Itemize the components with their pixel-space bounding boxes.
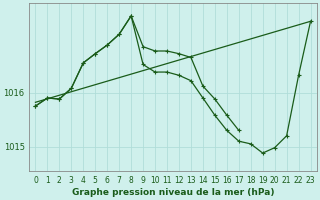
- X-axis label: Graphe pression niveau de la mer (hPa): Graphe pression niveau de la mer (hPa): [72, 188, 274, 197]
